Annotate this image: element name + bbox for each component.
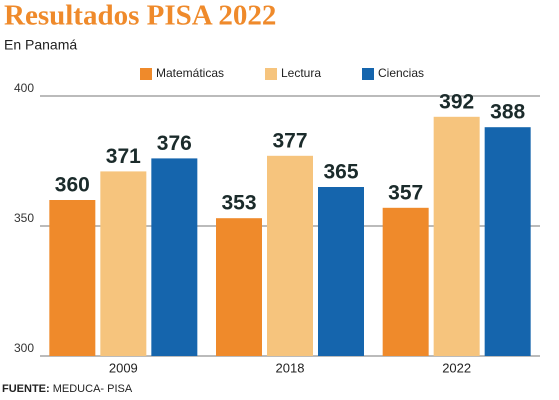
value-label: 365 [323, 161, 358, 184]
value-label: 377 [272, 129, 307, 152]
chart-subtitle: En Panamá [4, 37, 77, 53]
y-tick-label: 350 [14, 211, 34, 225]
x-tick-label: 2018 [276, 360, 305, 375]
x-tick-label: 2009 [109, 360, 138, 375]
bar [151, 158, 198, 356]
source-label: FUENTE: [2, 383, 50, 395]
legend-swatch [265, 68, 277, 80]
value-label: 371 [106, 145, 141, 168]
legend-swatch [140, 68, 152, 80]
legend-swatch [362, 68, 374, 80]
value-label: 392 [439, 90, 474, 113]
bar [267, 155, 313, 356]
source: FUENTE: MEDUCA- PISA [2, 383, 133, 395]
source-text: MEDUCA- PISA [53, 383, 133, 395]
x-tick-label: 2022 [442, 360, 471, 375]
bar [382, 207, 429, 356]
bar [49, 200, 96, 356]
bar [433, 116, 480, 356]
bar [216, 218, 262, 356]
value-label: 376 [157, 132, 192, 155]
y-tick-label: 400 [14, 81, 34, 95]
y-tick-label: 300 [14, 341, 34, 355]
value-label: 353 [221, 192, 256, 215]
value-label: 360 [55, 174, 90, 197]
legend-label: Lectura [281, 66, 321, 80]
value-label: 357 [388, 181, 423, 204]
legend-label: Matemáticas [156, 66, 224, 80]
chart-title: Resultados PISA 2022 [4, 0, 276, 32]
bar [100, 171, 147, 356]
bar [484, 127, 531, 356]
bar [318, 187, 364, 356]
value-label: 388 [490, 101, 525, 124]
legend-label: Ciencias [378, 66, 424, 80]
